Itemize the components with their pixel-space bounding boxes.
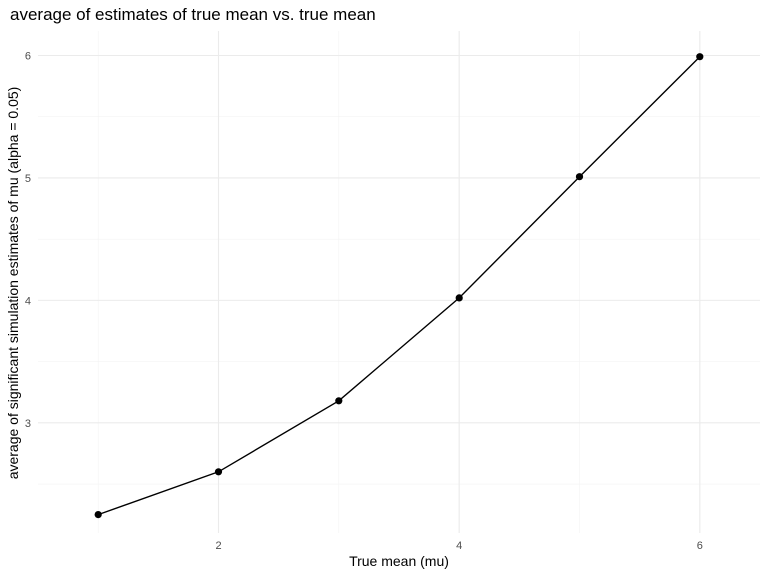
y-tick-label: 5 xyxy=(25,173,31,185)
data-point xyxy=(214,468,223,476)
x-axis-title: True mean (mu) xyxy=(349,553,449,569)
x-tick-label: 2 xyxy=(215,540,221,552)
data-point xyxy=(455,294,463,302)
x-tick-label: 6 xyxy=(697,540,703,552)
y-tick-label: 6 xyxy=(25,50,31,62)
grid xyxy=(38,31,760,533)
y-axis-title: average of significant simulation estima… xyxy=(5,87,21,480)
x-tick-label: 4 xyxy=(456,540,462,552)
series xyxy=(94,53,704,519)
y-tick-label: 3 xyxy=(25,418,31,430)
series-line xyxy=(97,56,701,516)
tick-labels: 2 4 6 3 4 5 6 xyxy=(25,50,703,552)
data-point xyxy=(94,510,102,519)
data-point xyxy=(696,53,704,61)
data-point xyxy=(575,173,584,181)
data-point xyxy=(335,397,343,405)
y-tick-label: 4 xyxy=(25,295,31,307)
chart-title: average of estimates of true mean vs. tr… xyxy=(10,5,376,24)
